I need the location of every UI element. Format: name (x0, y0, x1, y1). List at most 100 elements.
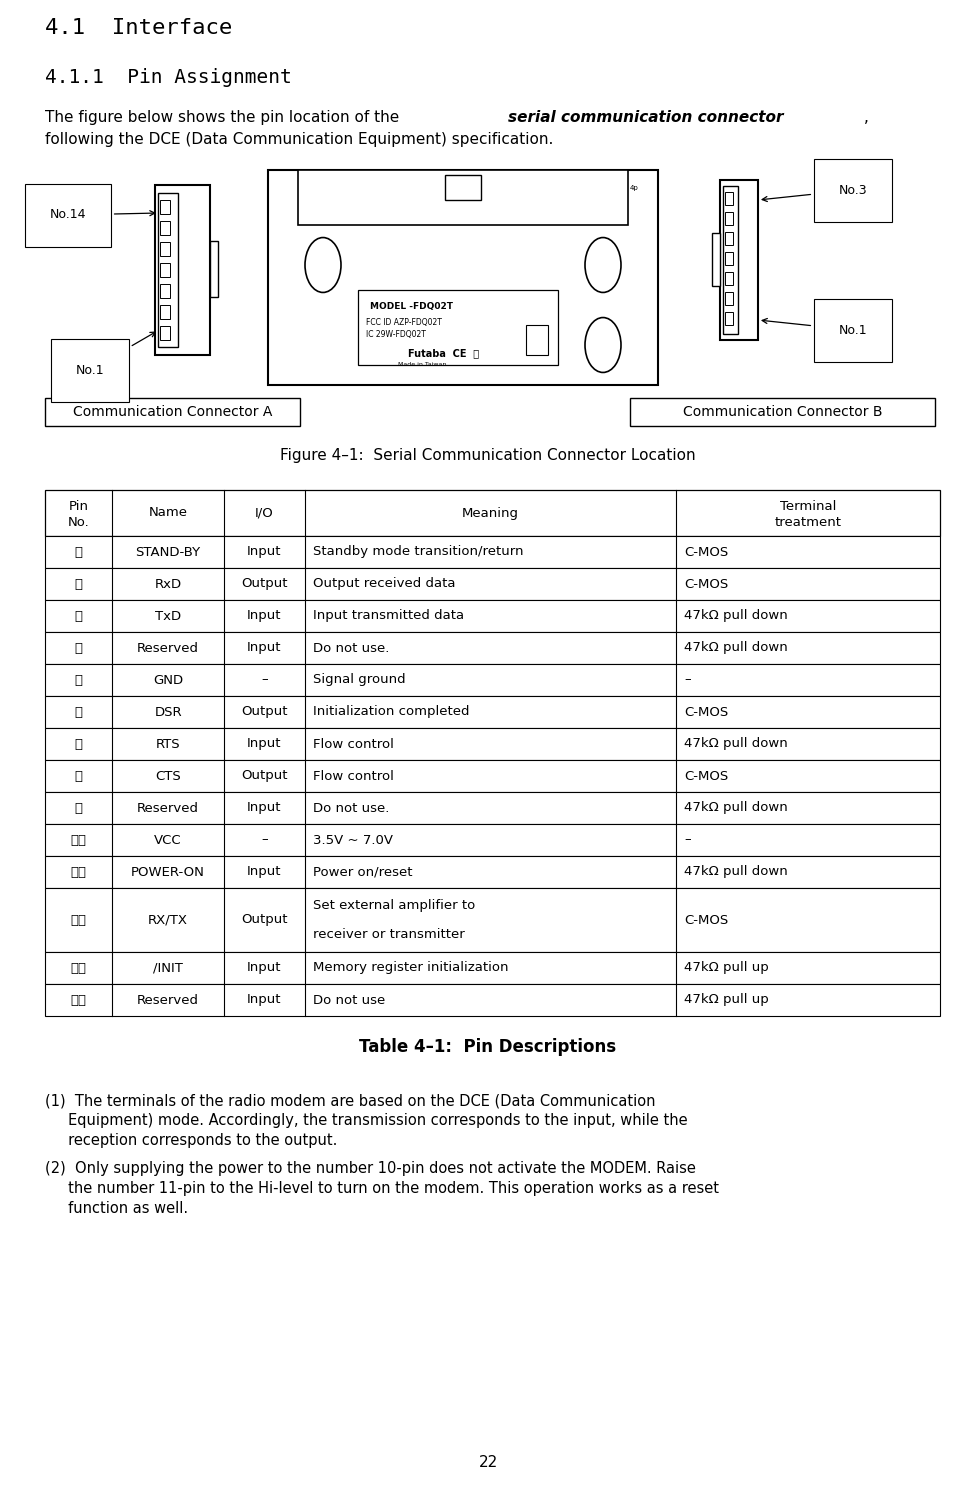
Text: –: – (684, 833, 691, 846)
Bar (45, 952, 940, 983)
Bar (526, 325, 548, 355)
Bar (45, 665, 940, 696)
Text: Output: Output (241, 913, 287, 927)
Bar (630, 398, 935, 426)
Text: 47kΩ pull down: 47kΩ pull down (684, 866, 787, 879)
Bar (45, 490, 940, 536)
Text: ７: ７ (74, 738, 83, 751)
Text: Initialization completed: Initialization completed (313, 705, 469, 718)
Text: C-MOS: C-MOS (684, 545, 728, 559)
Text: １０: １０ (70, 833, 87, 846)
Text: Power on/reset: Power on/reset (313, 866, 412, 879)
Text: following the DCE (Data Communication Equipment) specification.: following the DCE (Data Communication Eq… (45, 133, 553, 148)
Text: POWER-ON: POWER-ON (131, 866, 205, 879)
Text: C-MOS: C-MOS (684, 578, 728, 590)
Text: Name: Name (149, 507, 188, 520)
Bar (45, 398, 300, 426)
Text: IC 29W-FDQ02T: IC 29W-FDQ02T (366, 329, 426, 340)
Text: Do not use.: Do not use. (313, 802, 389, 815)
Text: reception corresponds to the output.: reception corresponds to the output. (45, 1132, 337, 1147)
Bar (725, 292, 733, 305)
Bar (160, 326, 170, 340)
Bar (45, 983, 940, 1016)
Text: No.1: No.1 (75, 332, 155, 377)
Bar (723, 186, 738, 334)
Text: MODEL -FDQ02T: MODEL -FDQ02T (370, 302, 453, 311)
Text: 22: 22 (479, 1456, 497, 1471)
Text: treatment: treatment (775, 516, 841, 529)
Text: 47kΩ pull down: 47kΩ pull down (684, 802, 787, 815)
Bar (45, 855, 940, 888)
Text: the number 11-pin to the Hi-level to turn on the modem. This operation works as : the number 11-pin to the Hi-level to tur… (45, 1182, 719, 1196)
Text: Output: Output (241, 769, 287, 782)
Text: １２: １２ (70, 913, 87, 927)
Text: No.: No. (67, 516, 90, 529)
Bar (45, 568, 940, 600)
Bar (725, 212, 733, 225)
Text: (1)  The terminals of the radio modem are based on the DCE (Data Communication: (1) The terminals of the radio modem are… (45, 1094, 656, 1109)
Text: Input: Input (247, 545, 281, 559)
Text: 47kΩ pull up: 47kΩ pull up (684, 994, 769, 1007)
Text: １１: １１ (70, 866, 87, 879)
Bar (45, 632, 940, 665)
Bar (445, 174, 481, 200)
Bar (712, 232, 720, 286)
Text: C-MOS: C-MOS (684, 769, 728, 782)
Text: Figure 4–1:  Serial Communication Connector Location: Figure 4–1: Serial Communication Connect… (280, 448, 696, 463)
Bar (298, 170, 628, 225)
Bar (45, 696, 940, 729)
Text: DSR: DSR (154, 705, 182, 718)
Text: ６: ６ (74, 705, 83, 718)
Text: Input: Input (247, 866, 281, 879)
Text: 4.1.1  Pin Assignment: 4.1.1 Pin Assignment (45, 69, 292, 86)
Text: Input: Input (247, 642, 281, 654)
Text: １３: １３ (70, 961, 87, 974)
Text: Standby mode transition/return: Standby mode transition/return (313, 545, 523, 559)
Text: Input transmitted data: Input transmitted data (313, 609, 464, 623)
Ellipse shape (305, 237, 341, 292)
Text: Reserved: Reserved (137, 802, 199, 815)
Bar (45, 824, 940, 855)
Bar (45, 600, 940, 632)
Text: Output: Output (241, 578, 287, 590)
Bar (160, 200, 170, 215)
Text: (2)  Only supplying the power to the number 10-pin does not activate the MODEM. : (2) Only supplying the power to the numb… (45, 1161, 696, 1176)
Text: TxD: TxD (155, 609, 181, 623)
Text: C-MOS: C-MOS (684, 705, 728, 718)
Text: 47kΩ pull down: 47kΩ pull down (684, 738, 787, 751)
Bar (160, 305, 170, 319)
Bar (210, 241, 218, 297)
Text: Set external amplifier to: Set external amplifier to (313, 900, 475, 912)
Text: RTS: RTS (155, 738, 181, 751)
Text: Input: Input (247, 994, 281, 1007)
Text: Equipment) mode. Accordingly, the transmission corresponds to the input, while t: Equipment) mode. Accordingly, the transm… (45, 1113, 688, 1128)
Text: I/O: I/O (255, 507, 274, 520)
Text: function as well.: function as well. (45, 1201, 189, 1216)
Text: Output received data: Output received data (313, 578, 455, 590)
Bar (158, 194, 178, 347)
Text: ２: ２ (74, 578, 83, 590)
Ellipse shape (585, 237, 621, 292)
Bar (160, 241, 170, 256)
Text: Communication Connector A: Communication Connector A (73, 405, 273, 419)
Text: No.3: No.3 (762, 183, 868, 201)
Bar (725, 232, 733, 244)
Text: Meaning: Meaning (462, 507, 519, 520)
Text: 4p: 4p (630, 185, 639, 191)
Bar (160, 221, 170, 235)
Text: 3.5V ~ 7.0V: 3.5V ~ 7.0V (313, 833, 393, 846)
Text: receiver or transmitter: receiver or transmitter (313, 928, 464, 940)
Text: ８: ８ (74, 769, 83, 782)
Text: Input: Input (247, 802, 281, 815)
Text: 47kΩ pull down: 47kΩ pull down (684, 609, 787, 623)
Text: No.14: No.14 (50, 209, 154, 222)
Text: Output: Output (241, 705, 287, 718)
Bar (160, 264, 170, 277)
Text: Signal ground: Signal ground (313, 673, 405, 687)
Text: FCC ID AZP-FDQ02T: FCC ID AZP-FDQ02T (366, 317, 442, 326)
Text: 4.1  Interface: 4.1 Interface (45, 18, 233, 39)
Bar (45, 888, 940, 952)
Text: RxD: RxD (154, 578, 182, 590)
Text: Reserved: Reserved (137, 994, 199, 1007)
Text: GND: GND (153, 673, 183, 687)
